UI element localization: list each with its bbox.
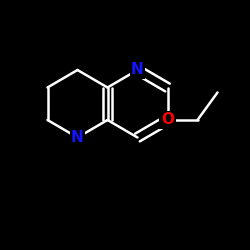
Text: O: O <box>161 112 174 128</box>
Text: N: N <box>71 130 84 145</box>
Text: N: N <box>131 62 144 78</box>
